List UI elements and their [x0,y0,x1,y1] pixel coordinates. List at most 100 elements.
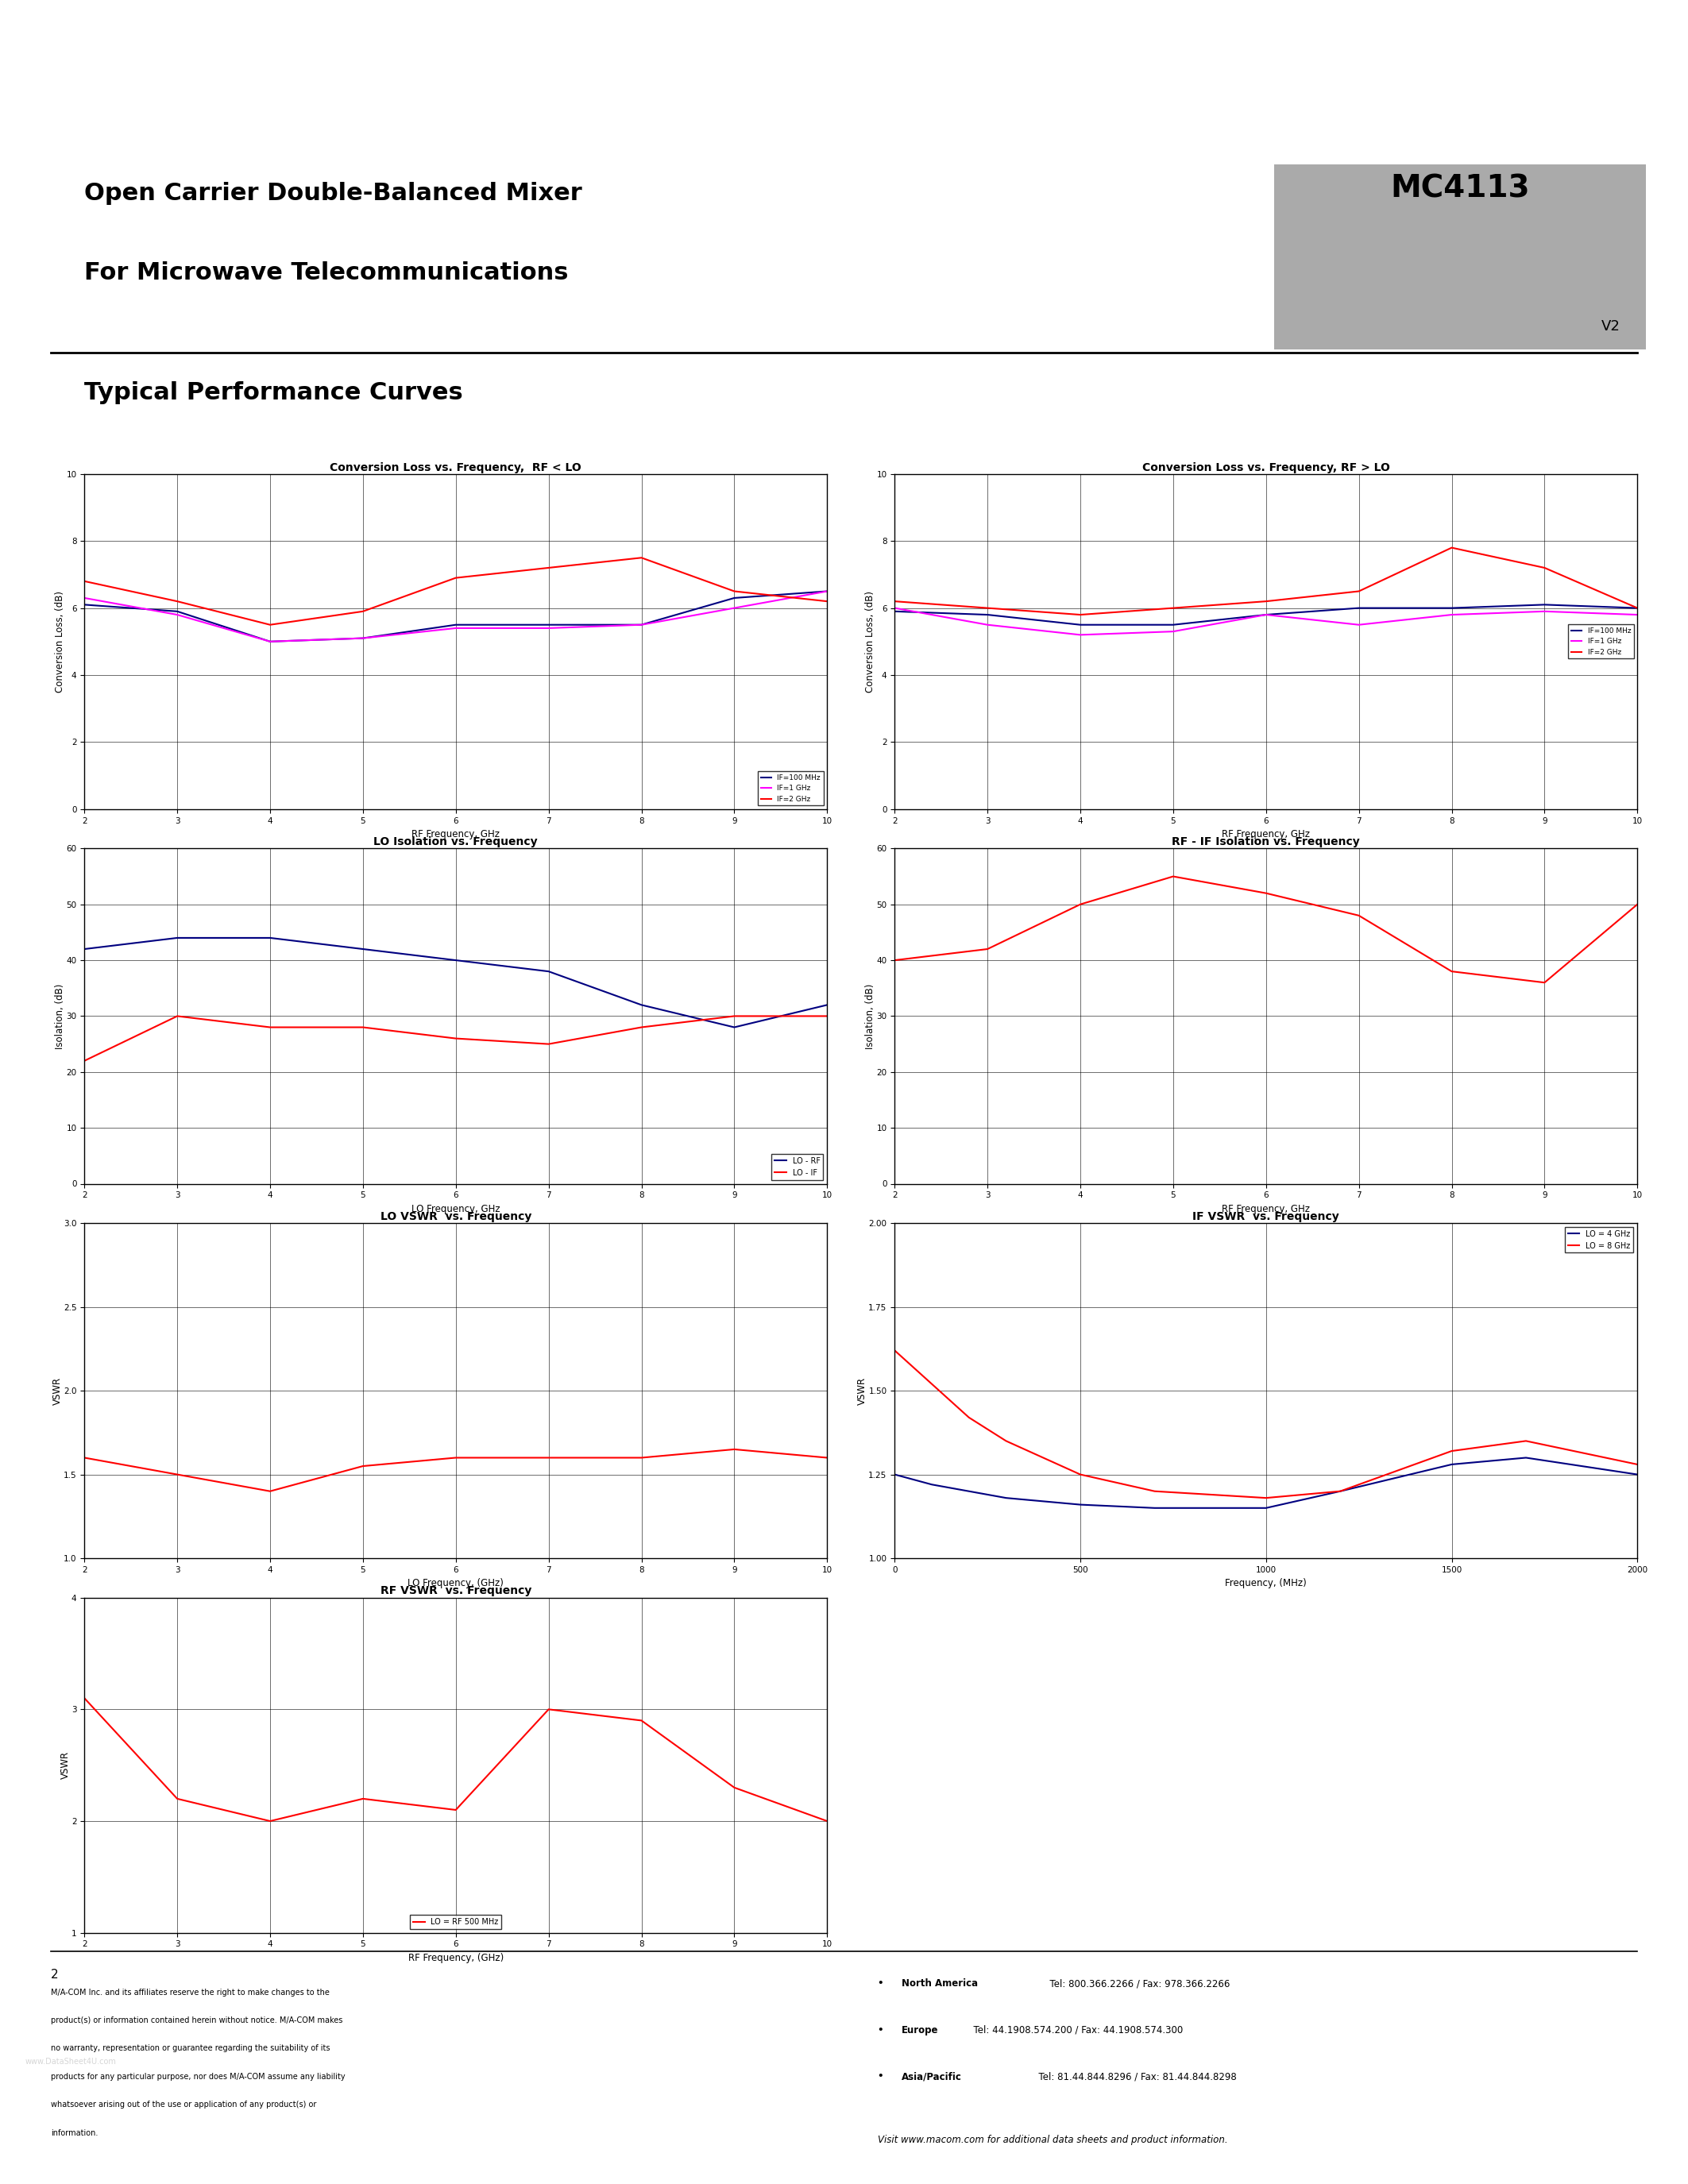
Title: RF VSWR  vs. Frequency: RF VSWR vs. Frequency [380,1586,532,1597]
Text: products for any particular purpose, nor does M/A-COM assume any liability: products for any particular purpose, nor… [51,2073,344,2081]
Line: IF=100 MHz: IF=100 MHz [84,592,827,642]
LO = 8 GHz [1516,1428,1536,1455]
Text: www.DataSheet4U.com: www.DataSheet4U.com [25,2057,116,2066]
LO = 8 GHz [1256,1485,1276,1511]
IF=1 GHz [1534,598,1555,625]
Y-axis label: Isolation, (dB): Isolation, (dB) [864,983,876,1048]
Y-axis label: Conversion Loss, (dB): Conversion Loss, (dB) [864,590,876,692]
LO = 4 GHz [1442,1452,1462,1479]
IF=100 MHz [885,598,905,625]
Y-axis label: VSWR: VSWR [858,1376,868,1404]
LO - IF [724,1002,744,1029]
IF=100 MHz [1349,594,1369,620]
LO - IF [167,1002,187,1029]
Text: M/A-COM Inc. and its affiliates reserve the right to make changes to the: M/A-COM Inc. and its affiliates reserve … [51,1987,329,1996]
IF=2 GHz [885,587,905,614]
LO = RF 500 MHz [446,1797,466,1824]
LO - RF [260,924,280,950]
IF=1 GHz [446,616,466,642]
IF=100 MHz [353,625,373,651]
Y-axis label: VSWR: VSWR [61,1752,71,1780]
Line: IF=2 GHz: IF=2 GHz [895,548,1637,614]
LO = 4 GHz [885,1461,905,1487]
IF=2 GHz [1442,535,1462,561]
X-axis label: LO Frequency, (GHz): LO Frequency, (GHz) [408,1579,503,1588]
IF=100 MHz [446,612,466,638]
X-axis label: RF Frequency, GHz: RF Frequency, GHz [1222,1203,1310,1214]
LO = RF 500 MHz [167,1787,187,1813]
Title: IF VSWR  vs. Frequency: IF VSWR vs. Frequency [1193,1210,1339,1223]
IF=100 MHz [1163,612,1183,638]
LO = 8 GHz [885,1337,905,1363]
IF=2 GHz [1163,594,1183,620]
Text: no warranty, representation or guarantee regarding the suitability of its: no warranty, representation or guarantee… [51,2044,329,2053]
IF=2 GHz [1627,594,1647,620]
LO - RF [74,937,95,963]
IF=100 MHz [74,592,95,618]
Text: •: • [878,2025,888,2035]
Line: LO - RF: LO - RF [84,937,827,1026]
LO = RF 500 MHz [538,1697,559,1723]
Title: Conversion Loss vs. Frequency,  RF < LO: Conversion Loss vs. Frequency, RF < LO [329,461,582,474]
IF=100 MHz [724,585,744,612]
LO - IF [446,1024,466,1051]
IF=2 GHz [260,612,280,638]
IF=2 GHz [724,579,744,605]
IF=1 GHz [74,585,95,612]
Text: Electronics: Electronics [51,107,147,122]
IF=1 GHz [631,612,652,638]
Text: Tel: 44.1908.574.200 / Fax: 44.1908.574.300: Tel: 44.1908.574.200 / Fax: 44.1908.574.… [967,2025,1183,2035]
IF=100 MHz [631,612,652,638]
LO = 4 GHz [959,1479,979,1505]
FancyBboxPatch shape [1274,164,1646,349]
Text: North America: North America [901,1979,977,1990]
IF=100 MHz [167,598,187,625]
LO = 4 GHz [1516,1444,1536,1470]
LO = 4 GHz [1144,1494,1165,1520]
LO = 8 GHz [1330,1479,1350,1505]
IF=2 GHz [353,598,373,625]
Line: LO = RF 500 MHz: LO = RF 500 MHz [84,1699,827,1821]
IF=2 GHz [977,594,998,620]
LO = RF 500 MHz [631,1708,652,1734]
LO = RF 500 MHz [260,1808,280,1835]
IF=100 MHz [1627,594,1647,620]
LO = 8 GHz [1070,1461,1090,1487]
Y-axis label: Isolation, (dB): Isolation, (dB) [54,983,66,1048]
Legend: LO - RF, LO - IF: LO - RF, LO - IF [771,1153,824,1179]
IF=1 GHz [817,579,837,605]
LO = 8 GHz [1627,1452,1647,1479]
IF=1 GHz [1442,601,1462,627]
IF=100 MHz [1256,601,1276,627]
Text: V2: V2 [1602,319,1620,334]
Text: Typical Performance Curves: Typical Performance Curves [84,382,463,404]
Title: LO Isolation vs. Frequency: LO Isolation vs. Frequency [373,836,538,847]
Text: whatsoever arising out of the use or application of any product(s) or: whatsoever arising out of the use or app… [51,2101,316,2110]
LO = 8 GHz [922,1372,942,1398]
LO = 4 GHz [922,1472,942,1498]
X-axis label: RF Frequency, GHz: RF Frequency, GHz [1222,830,1310,839]
Title: Conversion Loss vs. Frequency, RF > LO: Conversion Loss vs. Frequency, RF > LO [1143,461,1389,474]
LO - RF [817,992,837,1018]
IF=100 MHz [1534,592,1555,618]
IF=2 GHz [1070,601,1090,627]
X-axis label: LO Frequency, GHz: LO Frequency, GHz [412,1203,500,1214]
Text: Tel: 800.366.2266 / Fax: 978.366.2266: Tel: 800.366.2266 / Fax: 978.366.2266 [1043,1979,1231,1990]
LO - IF [74,1048,95,1075]
LO = 8 GHz [1442,1437,1462,1463]
Title: LO VSWR  vs. Frequency: LO VSWR vs. Frequency [380,1210,532,1223]
IF=1 GHz [1349,612,1369,638]
LO = 4 GHz [996,1485,1016,1511]
IF=100 MHz [1070,612,1090,638]
LO = RF 500 MHz [353,1787,373,1813]
IF=1 GHz [977,612,998,638]
Line: LO = 8 GHz: LO = 8 GHz [895,1350,1637,1498]
IF=1 GHz [885,594,905,620]
X-axis label: RF Frequency, GHz: RF Frequency, GHz [412,830,500,839]
LO - RF [538,959,559,985]
IF=1 GHz [1627,601,1647,627]
LO - IF [353,1013,373,1040]
LO = 4 GHz [1330,1479,1350,1505]
LO - IF [631,1013,652,1040]
IF=1 GHz [724,594,744,620]
